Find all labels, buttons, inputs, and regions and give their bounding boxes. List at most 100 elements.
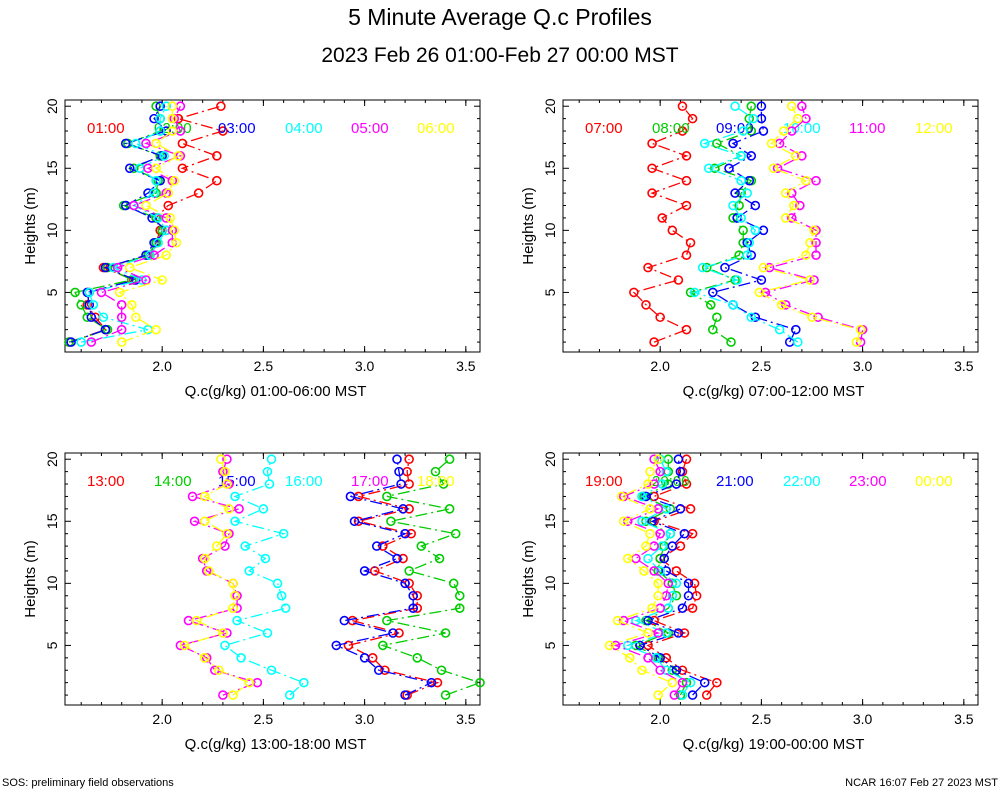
data-point	[653, 628, 663, 638]
data-point	[378, 541, 388, 551]
data-point	[266, 454, 277, 465]
data-point	[618, 615, 629, 626]
data-point	[801, 175, 811, 186]
data-point	[193, 188, 204, 198]
y-tick-label: 5	[542, 288, 558, 296]
data-point	[131, 138, 141, 149]
data-point	[163, 188, 174, 198]
data-point	[701, 690, 712, 700]
x-tick-label: 3.5	[954, 358, 974, 374]
data-point	[141, 200, 151, 211]
data-point	[373, 665, 384, 676]
data-point	[663, 578, 674, 589]
data-point	[406, 528, 416, 539]
data-point	[382, 615, 392, 626]
data-point	[643, 615, 653, 626]
data-point	[681, 324, 692, 335]
legend-label: 22:00	[783, 473, 821, 490]
x-tick-label: 2.5	[752, 358, 772, 374]
data-point	[112, 262, 123, 273]
data-point	[697, 262, 708, 273]
data-point	[149, 250, 159, 260]
data-point	[416, 541, 427, 551]
x-tick-label: 3.0	[853, 358, 873, 374]
data-point	[400, 690, 410, 700]
legend-label: 00:00	[915, 473, 953, 490]
data-point	[653, 690, 663, 700]
data-point	[750, 225, 761, 236]
panel-1: 2.0 2.5 3.0 3.5 5 10 15 20 Q.c(g/kg) 01:00-06:00…	[22, 98, 481, 400]
data-point	[677, 665, 688, 676]
data-point	[657, 213, 667, 223]
panel-4: 2.0 2.5 3.0 3.5 5 10 15 20 Q.c(g/kg) 19:00-00:00…	[520, 451, 979, 753]
legend-label: 10:00	[783, 120, 821, 137]
data-point	[155, 101, 165, 112]
data-point	[432, 677, 443, 688]
data-point	[677, 126, 688, 136]
data-point	[264, 479, 275, 489]
legend-label: 11:00	[849, 120, 885, 137]
data-point	[758, 126, 769, 136]
data-point	[637, 491, 647, 502]
data-point	[738, 126, 748, 136]
data-point	[475, 677, 485, 688]
data-point	[258, 504, 269, 514]
data-point	[163, 200, 174, 211]
y-tick-label: 15	[44, 160, 60, 176]
data-point	[681, 250, 692, 260]
data-point	[712, 677, 722, 688]
data-point	[750, 200, 761, 211]
data-point	[234, 504, 244, 514]
data-point	[645, 504, 655, 514]
x-tick-label: 2.0	[152, 711, 172, 727]
data-point	[645, 466, 655, 477]
data-point	[703, 163, 714, 174]
data-point	[724, 163, 734, 174]
data-point	[380, 665, 390, 676]
data-point	[612, 615, 623, 626]
data-point	[661, 466, 672, 477]
data-point	[86, 337, 97, 347]
x-tick-label: 2.5	[752, 711, 772, 727]
legend-label: 06:00	[417, 120, 455, 137]
data-point	[131, 312, 141, 323]
data-point	[748, 113, 759, 124]
data-point	[278, 528, 289, 539]
series-line-1700	[178, 458, 260, 696]
data-point	[797, 101, 807, 112]
series-line-2300	[613, 458, 684, 696]
data-point	[86, 312, 97, 323]
data-point	[687, 603, 698, 613]
data-point	[147, 213, 157, 223]
x-tick-label: 2.5	[254, 358, 274, 374]
data-point	[199, 516, 210, 527]
data-point	[655, 312, 665, 323]
data-point	[701, 262, 712, 273]
footer-note: SOS: preliminary field observations	[2, 777, 174, 789]
x-tick-label: 3.0	[853, 711, 873, 727]
data-point	[730, 101, 740, 112]
data-point	[400, 578, 410, 589]
data-point	[177, 138, 188, 149]
data-point	[681, 200, 692, 211]
data-point	[710, 163, 720, 174]
data-point	[230, 516, 240, 527]
data-point	[216, 101, 226, 112]
data-point	[780, 188, 791, 198]
data-point	[173, 151, 184, 161]
y-tick-label: 5	[44, 288, 60, 296]
data-point	[444, 504, 455, 514]
data-point	[141, 275, 151, 285]
data-point	[222, 454, 232, 465]
x-tick-label: 3.0	[355, 711, 375, 727]
legend-label: 13:00	[87, 473, 125, 490]
data-point	[450, 528, 461, 539]
data-point	[434, 553, 445, 564]
data-point	[400, 528, 410, 539]
x-tick-label: 3.5	[456, 711, 476, 727]
data-point	[655, 528, 665, 539]
panel-2: 2.0 2.5 3.0 3.5 5 10 15 20 Q.c(g/kg) 07:00-12:00…	[520, 98, 979, 400]
data-point	[689, 578, 700, 589]
data-point	[398, 553, 408, 564]
data-point	[331, 640, 342, 651]
